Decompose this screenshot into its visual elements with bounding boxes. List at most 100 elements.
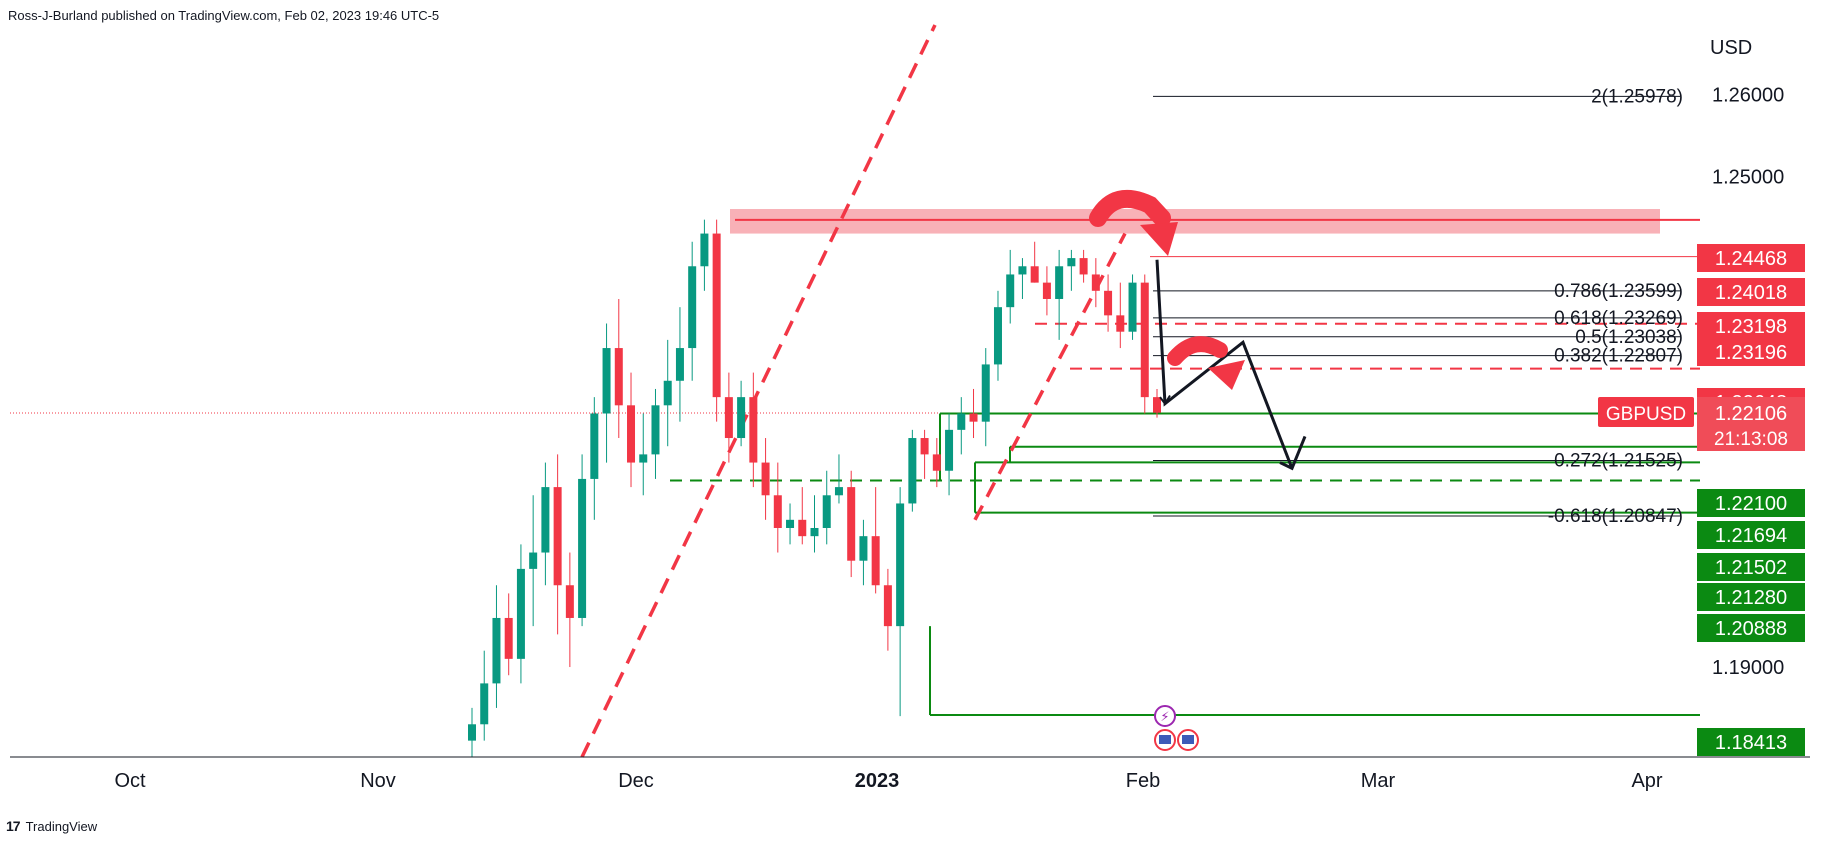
candle-body xyxy=(590,413,599,479)
candle-body xyxy=(834,487,843,496)
curved-arrow-mid xyxy=(1167,336,1228,366)
candle-body xyxy=(1079,258,1088,275)
projection-arrows xyxy=(1089,189,1307,471)
candle-body xyxy=(945,429,954,471)
time-tick-2023: 2023 xyxy=(855,770,900,792)
publisher-header: Ross-J-Burland published on TradingView.… xyxy=(8,8,440,23)
price-tag-text-1.23196: 1.23196 xyxy=(1715,342,1787,364)
projection-arrowhead xyxy=(1279,435,1307,471)
fib-label-3: 0.5(1.23038) xyxy=(1575,327,1683,348)
fib-label-2: 0.618(1.23269) xyxy=(1554,308,1683,329)
candle-body xyxy=(1104,290,1113,316)
candle-body xyxy=(675,348,684,381)
price-tag-text-1.23198: 1.23198 xyxy=(1715,316,1787,338)
candle-body xyxy=(969,413,978,422)
candle-body xyxy=(663,380,672,406)
fib-label-4: 0.382(1.22807) xyxy=(1554,346,1683,367)
fib-label-1: 0.786(1.23599) xyxy=(1554,281,1683,302)
candle-body xyxy=(822,495,831,528)
level-lines xyxy=(10,218,1700,717)
axes: ⚡USD1.260001.250001.230001.19000OctNovDe… xyxy=(10,37,1810,792)
candle-body xyxy=(468,724,476,741)
candle-body xyxy=(932,454,941,471)
candle-body xyxy=(578,478,587,618)
candle-body xyxy=(1042,282,1051,299)
candle-body xyxy=(908,438,917,504)
candle-body xyxy=(1091,274,1100,291)
candle-body xyxy=(700,233,709,267)
candle-body xyxy=(516,568,525,659)
current-price-tag xyxy=(1697,397,1805,452)
candle-body xyxy=(504,617,513,659)
candle-body xyxy=(847,487,856,561)
price-tag-text-1.21502: 1.21502 xyxy=(1715,557,1787,579)
candle-body xyxy=(859,536,868,561)
candle-body xyxy=(883,585,892,627)
candle-body xyxy=(761,462,770,496)
price-tag-1.18413 xyxy=(1697,728,1805,756)
price-tag-1.23198 xyxy=(1697,312,1805,340)
lightning-icon xyxy=(1154,705,1176,727)
price-tick-1.25: 1.25000 xyxy=(1712,166,1784,188)
candle-body xyxy=(957,413,966,430)
price-tick-1.26: 1.26000 xyxy=(1712,85,1784,107)
lightning-icon-glyph: ⚡ xyxy=(1160,709,1169,724)
candle-body xyxy=(810,527,819,537)
tradingview-logo-icon: 17 xyxy=(6,818,21,834)
price-tag-1.24468 xyxy=(1697,244,1805,272)
price-tag-text-1.18413: 1.18413 xyxy=(1715,732,1787,754)
candle-body xyxy=(786,519,795,528)
projection-pivot xyxy=(1159,394,1171,406)
currency-label: USD xyxy=(1710,37,1752,59)
symbol-tag xyxy=(1598,397,1694,428)
fib-label-5: 0.272(1.21525) xyxy=(1554,451,1683,472)
tradingview-footer[interactable]: 17 TradingView xyxy=(6,818,97,834)
candle-body xyxy=(1153,397,1161,413)
candle-body xyxy=(871,536,880,586)
price-tag-1.23196 xyxy=(1697,338,1805,366)
price-labels: 1.244681.240181.231981.231961.226481.221… xyxy=(1598,244,1805,756)
candle-body xyxy=(981,364,990,422)
price-tag-text-1.20888: 1.20888 xyxy=(1715,618,1787,640)
resistance-zone-layer xyxy=(730,209,1660,234)
candle-body xyxy=(529,552,538,569)
candle-body xyxy=(993,307,1002,365)
curved-arrow-top-head xyxy=(1140,222,1178,256)
candle-body xyxy=(712,233,721,398)
candle-body xyxy=(688,266,697,349)
us-flag-icon-inner-1 xyxy=(1182,735,1194,744)
candle-body xyxy=(1055,266,1064,299)
candle-body xyxy=(724,397,733,439)
us-flag-icon-inner-0 xyxy=(1159,735,1171,744)
price-tag-text-1.22100: 1.22100 xyxy=(1715,493,1787,515)
price-tag-1.20888 xyxy=(1697,614,1805,642)
candle-body xyxy=(614,348,623,406)
time-tick-Apr: Apr xyxy=(1631,770,1662,792)
current-price-text: 1.22106 xyxy=(1715,403,1787,425)
candle-body xyxy=(737,397,746,439)
trendlines xyxy=(580,24,1127,758)
price-tag-text-1.21280: 1.21280 xyxy=(1715,587,1787,609)
price-tag-1.22100 xyxy=(1697,489,1805,517)
candle-body xyxy=(1140,282,1149,398)
candle-body xyxy=(798,519,807,537)
price-tag-1.21280 xyxy=(1697,583,1805,611)
candle-body xyxy=(1116,315,1125,332)
candle-body xyxy=(553,487,562,586)
candle-body xyxy=(896,503,905,627)
candle-body xyxy=(651,405,660,455)
candle-body xyxy=(565,585,574,618)
time-tick-Oct: Oct xyxy=(114,770,146,792)
candle-body xyxy=(920,438,929,455)
tradingview-brand: TradingView xyxy=(25,818,98,834)
price-tag-1.24018 xyxy=(1697,278,1805,306)
price-tag-text-1.21694: 1.21694 xyxy=(1715,525,1787,547)
candle-body xyxy=(1030,266,1039,283)
candle-body xyxy=(627,405,636,463)
candle-body xyxy=(773,495,782,528)
fib-label-0: 2(1.25978) xyxy=(1591,86,1683,107)
candle-body xyxy=(480,683,489,725)
candlestick-series xyxy=(468,219,1161,757)
projection-path xyxy=(1155,259,1294,469)
